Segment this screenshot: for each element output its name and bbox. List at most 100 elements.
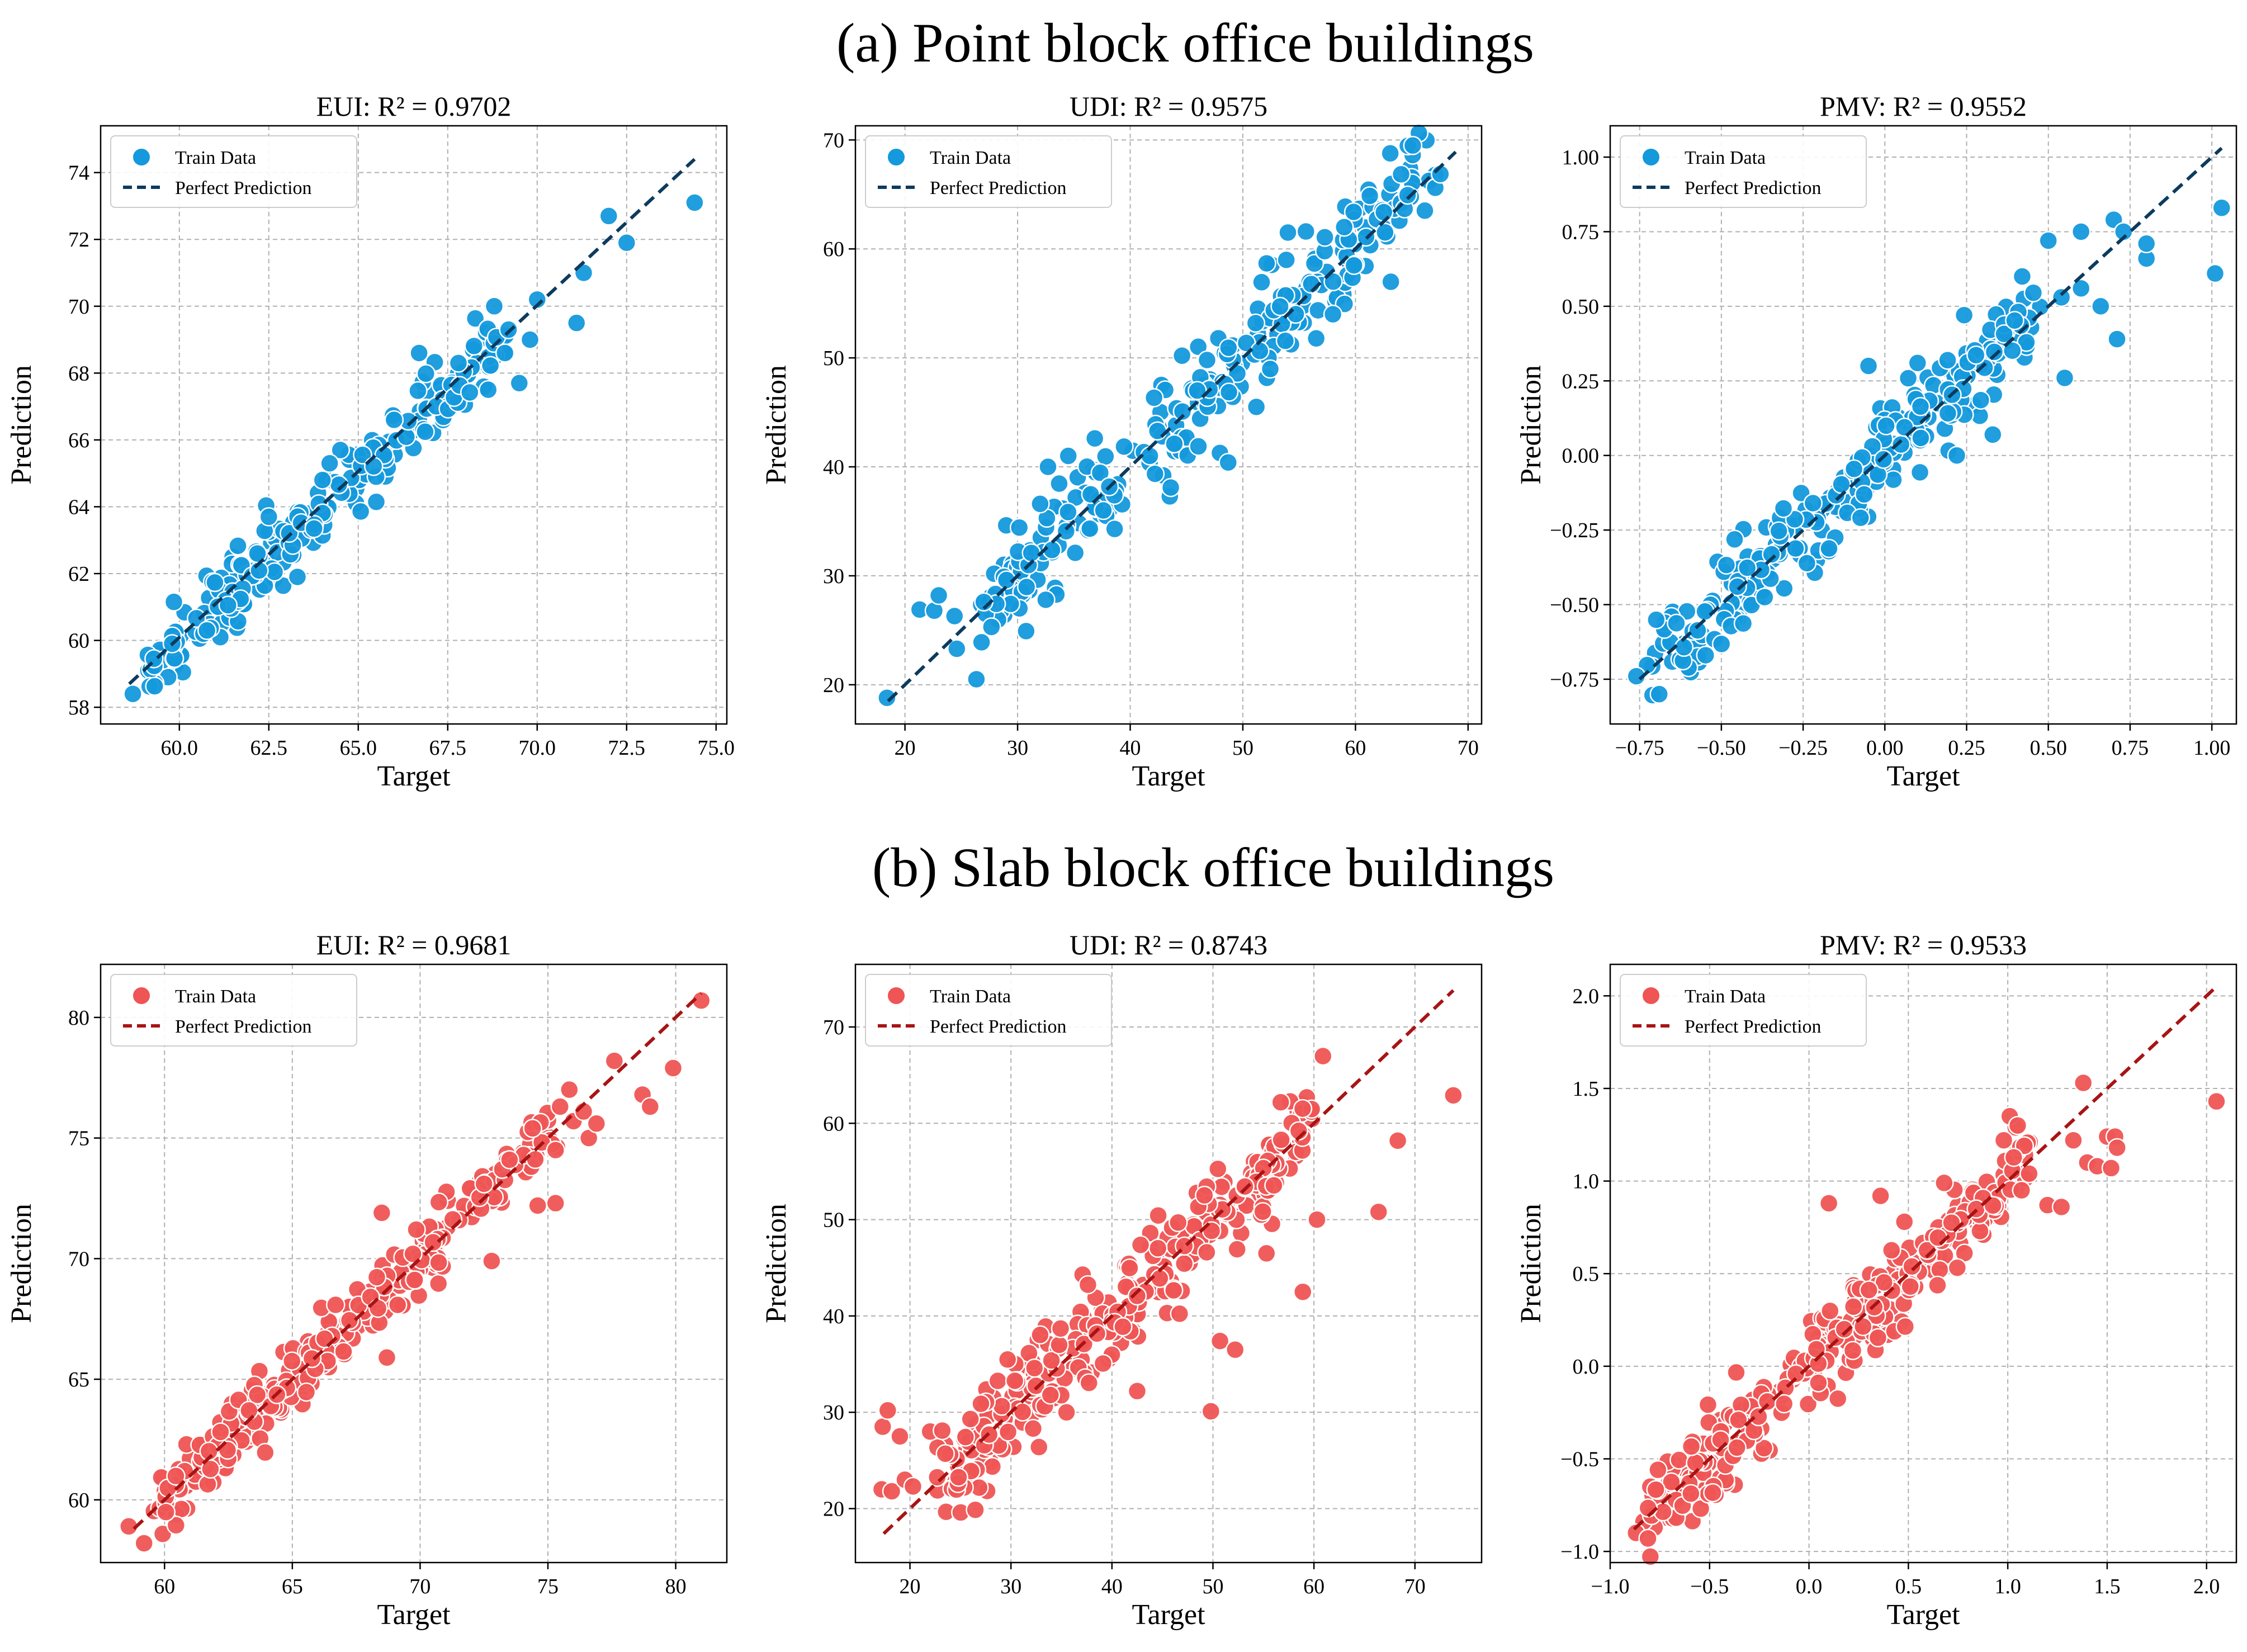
- data-point: [947, 639, 967, 659]
- data-point: [367, 1267, 387, 1287]
- data-point: [1391, 164, 1411, 184]
- y-tick-label: 62: [68, 562, 89, 586]
- data-point: [187, 608, 206, 628]
- data-point: [1859, 1280, 1879, 1300]
- data-point: [2051, 287, 2071, 307]
- x-tick-label: 65.0: [340, 736, 377, 760]
- data-point: [933, 1421, 952, 1441]
- data-point: [2051, 1197, 2071, 1217]
- data-point: [1278, 223, 1298, 243]
- data-point: [1029, 1437, 1049, 1457]
- chart-title: UDI: R² = 0.8743: [1070, 929, 1267, 960]
- legend: Train Data Perfect Prediction: [1620, 974, 1867, 1047]
- data-point: [1970, 1221, 1990, 1241]
- data-point: [1253, 1202, 1272, 1222]
- data-point: [406, 1220, 426, 1239]
- x-tick-label: 1.5: [2094, 1575, 2121, 1598]
- legend-label-perfect-prediction: Perfect Prediction: [175, 178, 312, 198]
- data-point: [166, 1516, 186, 1535]
- y-tick-label: 80: [68, 1006, 89, 1030]
- y-tick-label: −1.0: [1560, 1540, 1599, 1564]
- data-point: [429, 1253, 448, 1272]
- legend-label-perfect-prediction: Perfect Prediction: [1685, 178, 1822, 198]
- y-tick-label: 40: [823, 1305, 844, 1328]
- y-tick-label: 70: [823, 129, 844, 152]
- data-point: [1711, 1430, 1730, 1450]
- data-point: [1024, 1358, 1044, 1378]
- legend-label-perfect-prediction: Perfect Prediction: [1685, 1016, 1822, 1037]
- y-tick-label: −0.75: [1550, 668, 1599, 692]
- data-point: [1080, 519, 1100, 538]
- data-point: [1954, 305, 1974, 325]
- data-point: [1148, 1238, 1168, 1258]
- y-tick-label: 72: [68, 228, 89, 252]
- x-tick-label: 60: [1303, 1575, 1324, 1598]
- data-point: [1381, 272, 1401, 292]
- y-tick-label: 75: [68, 1127, 89, 1151]
- x-tick-label: 70.0: [519, 736, 556, 760]
- data-point: [1819, 1194, 1839, 1213]
- y-axis-ticks: −0.75 −0.50 −0.25 0.00 0.25 0.50 0.75 1.00: [1550, 146, 1610, 692]
- data-point: [1369, 1202, 1388, 1222]
- y-axis-label: Prediction: [1515, 1204, 1547, 1323]
- data-point: [878, 1400, 898, 1421]
- data-point: [1696, 645, 1715, 665]
- x-axis-ticks: 20 30 40 50 60 70: [900, 1563, 1426, 1598]
- data-point: [1078, 1275, 1098, 1295]
- data-point: [882, 1481, 902, 1501]
- x-tick-label: −0.50: [1697, 736, 1746, 760]
- x-axis-ticks: 60 65 70 75 80: [154, 1563, 687, 1598]
- data-point: [1049, 1335, 1069, 1355]
- data-point: [1874, 1272, 1894, 1293]
- data-point: [1737, 558, 1757, 578]
- y-axis-ticks: 58 60 62 64 66 68 70 72 74: [68, 162, 101, 720]
- data-point: [1058, 502, 1078, 522]
- section-title-point-block: (a) Point block office buildings: [836, 12, 1534, 74]
- data-point: [387, 1295, 408, 1315]
- data-point: [2019, 1164, 2039, 1184]
- data-point: [640, 1097, 660, 1116]
- data-point: [988, 1371, 1007, 1391]
- data-point: [1293, 1282, 1313, 1302]
- chart-title: PMV: R² = 0.9533: [1820, 929, 2027, 960]
- y-axis-label: Prediction: [1515, 365, 1547, 485]
- data-point: [1994, 324, 2014, 344]
- legend-label-perfect-prediction: Perfect Prediction: [175, 1016, 312, 1037]
- data-point: [528, 1196, 547, 1215]
- data-point: [599, 206, 619, 226]
- x-tick-label: 0.75: [2112, 736, 2149, 760]
- data-point: [384, 410, 404, 430]
- data-point: [1843, 1297, 1863, 1317]
- legend-marker-train-data: [132, 986, 151, 1005]
- data-point: [377, 1348, 397, 1367]
- data-point: [1219, 338, 1238, 358]
- data-point: [685, 193, 704, 212]
- data-point: [2073, 1073, 2093, 1093]
- legend: Train Data Perfect Prediction: [110, 135, 357, 208]
- x-axis-label: Target: [377, 760, 451, 792]
- data-point: [1934, 1173, 1954, 1193]
- y-tick-label: 0.25: [1562, 370, 1600, 393]
- perfect-prediction-line: [128, 158, 696, 685]
- data-point: [211, 1422, 230, 1442]
- data-point: [961, 1409, 980, 1429]
- data-point: [1947, 446, 1967, 465]
- data-point: [509, 373, 529, 393]
- data-point: [972, 632, 991, 652]
- data-point: [2207, 1091, 2226, 1111]
- data-point: [1016, 621, 1036, 641]
- plot-frame: [1609, 963, 2237, 1564]
- y-tick-label: 58: [68, 696, 89, 720]
- data-point: [403, 1244, 423, 1264]
- scatter-series: [1626, 198, 2231, 705]
- data-point: [1828, 1389, 1848, 1409]
- data-point: [1695, 602, 1715, 621]
- y-tick-label: −0.5: [1560, 1447, 1599, 1471]
- legend-box: [865, 135, 1112, 208]
- data-point: [1058, 446, 1078, 466]
- data-point: [971, 1394, 991, 1414]
- legend-box: [110, 135, 357, 208]
- data-point: [1928, 1275, 1947, 1295]
- y-tick-label: 30: [823, 565, 844, 588]
